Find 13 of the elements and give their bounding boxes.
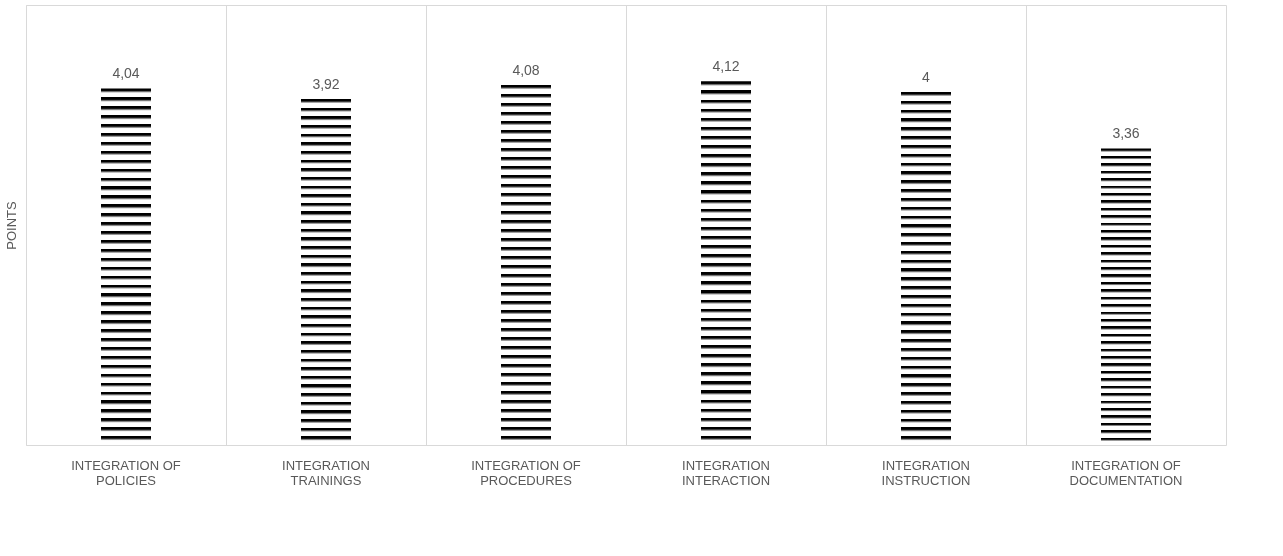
x-tick-label: INTEGRATION OF POLICIES (71, 457, 181, 488)
data-label: 3,92 (312, 76, 340, 93)
data-label: 4,08 (512, 61, 540, 78)
x-tick-label: INTEGRATION INTERACTION (681, 457, 771, 488)
y-axis-title: POINTS (3, 200, 19, 250)
data-label: 4 (922, 68, 931, 85)
x-tick-label: INTEGRATION INSTRUCTION (881, 457, 971, 488)
data-label: 4,12 (712, 58, 740, 75)
x-tick-label: INTEGRATION OF DOCUMENTATION (1069, 457, 1183, 488)
data-label: 4,04 (112, 65, 140, 82)
x-tick-label: INTEGRATION OF PROCEDURES (471, 457, 581, 488)
data-label: 3,36 (1112, 125, 1140, 142)
x-tick-label: INTEGRATION TRAININGS (282, 457, 370, 488)
